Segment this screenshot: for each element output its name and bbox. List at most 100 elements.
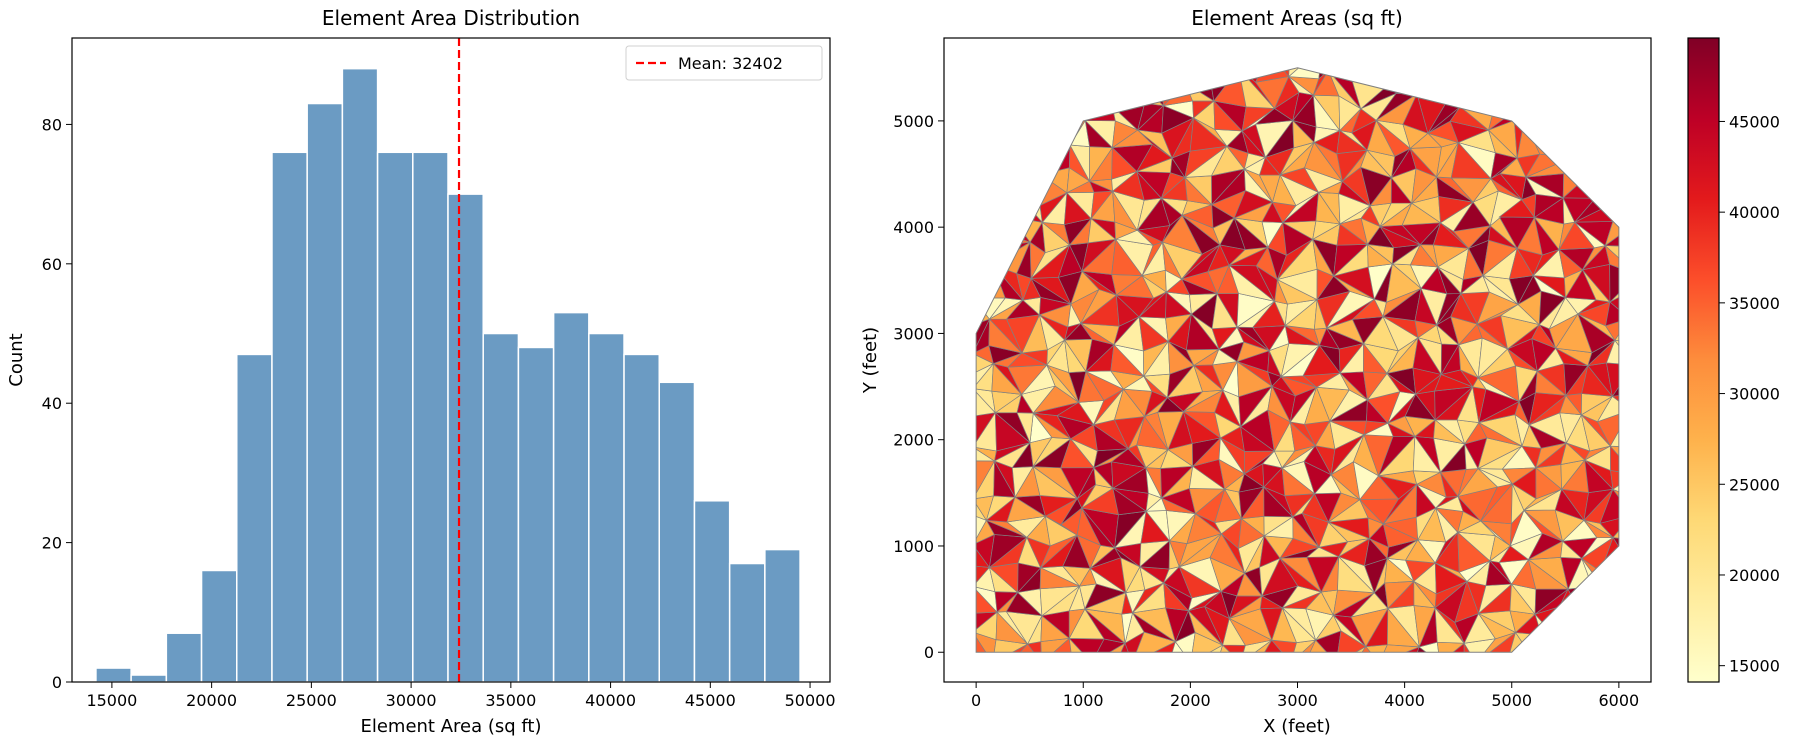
mesh-element xyxy=(1371,67,1398,83)
mesh-element xyxy=(1038,27,1071,53)
mesh-element xyxy=(1288,67,1324,78)
mesh-element xyxy=(1556,67,1588,83)
mesh-element xyxy=(1577,641,1618,653)
mesh-element xyxy=(1623,104,1663,118)
mesh-element xyxy=(1610,67,1619,86)
mesh-element xyxy=(1328,67,1373,71)
y-tick-label: 40 xyxy=(42,394,62,413)
y-tick-label: 0 xyxy=(52,673,62,692)
mesh-element xyxy=(1322,67,1348,72)
mesh-element xyxy=(1391,67,1413,82)
mesh-element xyxy=(1530,81,1566,93)
mesh-element xyxy=(1026,27,1053,53)
mesh-element xyxy=(1567,586,1593,622)
mesh-element xyxy=(1610,67,1619,86)
mesh-element xyxy=(1626,558,1663,596)
histogram-y-label: Count xyxy=(6,333,27,386)
mesh-element xyxy=(976,169,988,194)
mesh-element xyxy=(1091,78,1114,108)
mesh-element xyxy=(1634,363,1663,387)
mesh-element xyxy=(976,263,1006,299)
x-tick-label: 3000 xyxy=(1277,691,1318,710)
mesh-element xyxy=(1514,632,1542,653)
mesh-element xyxy=(1038,27,1071,50)
y-tick-label: 1000 xyxy=(893,537,934,556)
mesh-element xyxy=(1605,301,1619,327)
mesh-element xyxy=(1269,27,1283,52)
y-tick-label: 60 xyxy=(42,255,62,274)
mesh-element xyxy=(1490,27,1518,46)
mesh-element xyxy=(1597,165,1619,202)
mesh-element xyxy=(1037,67,1072,84)
mesh-element xyxy=(986,156,1015,171)
mesh-element xyxy=(1351,67,1393,83)
mesh-element xyxy=(976,216,991,251)
mesh-element xyxy=(965,27,986,56)
mesh-element xyxy=(1597,150,1619,175)
mesh-element xyxy=(1024,174,1042,206)
mesh-element xyxy=(976,191,991,229)
mesh-element xyxy=(1583,585,1611,622)
mesh-element xyxy=(1014,116,1035,158)
mesh-element xyxy=(1518,80,1549,109)
mesh-element xyxy=(1630,72,1662,104)
mesh-element xyxy=(1029,79,1051,101)
mesh-element xyxy=(976,248,994,268)
mesh-element xyxy=(1604,221,1619,247)
mesh-element xyxy=(1585,27,1611,47)
mesh-element xyxy=(1310,27,1328,47)
histogram-bar xyxy=(165,632,203,683)
mesh-title: Element Areas (sq ft) xyxy=(1191,6,1403,30)
mesh-element xyxy=(1038,67,1073,81)
mesh-element xyxy=(1555,606,1586,639)
mesh-element xyxy=(1582,127,1610,152)
mesh-element xyxy=(1033,100,1071,127)
mesh-x-ticks: 0 1000 2000 3000 4000 5000 6000 xyxy=(971,682,1639,710)
colorbar-tick-label: 30000 xyxy=(1729,385,1780,404)
mesh-element xyxy=(1406,67,1438,85)
histogram-bar xyxy=(482,332,520,683)
histogram-bar xyxy=(95,667,132,683)
legend-mean-label: Mean: 32402 xyxy=(678,54,783,73)
histogram-bar xyxy=(658,381,696,683)
mesh-element xyxy=(1633,365,1663,393)
mesh-element xyxy=(1029,93,1051,128)
histogram-x-label: Element Area (sq ft) xyxy=(360,716,541,737)
mesh-element xyxy=(1615,614,1619,643)
y-tick-label: 5000 xyxy=(893,112,934,131)
mesh-element xyxy=(976,226,1001,250)
colorbar-tick-label: 40000 xyxy=(1729,203,1780,222)
colorbar: 15000 20000 25000 30000 35000 40000 45000 xyxy=(1687,37,1780,683)
mesh-element xyxy=(1599,488,1619,524)
mesh-element xyxy=(976,169,998,197)
mesh-element xyxy=(1630,275,1663,303)
mesh-element xyxy=(1638,631,1663,663)
mesh-element xyxy=(1586,67,1612,74)
mesh-element xyxy=(1437,67,1475,85)
mesh-element xyxy=(1114,67,1132,79)
mesh-element xyxy=(1283,27,1323,47)
x-tick-label: 40000 xyxy=(585,691,636,710)
mesh-element xyxy=(1632,491,1662,515)
mesh-element xyxy=(1629,27,1663,60)
mesh-element xyxy=(1008,67,1040,81)
mesh-element xyxy=(1237,67,1270,70)
x-tick-label: 30000 xyxy=(386,691,437,710)
mesh-element xyxy=(993,117,1021,159)
mesh-element xyxy=(1629,315,1662,339)
mesh-element xyxy=(1586,173,1619,202)
mesh-element xyxy=(1634,596,1663,617)
mesh-element xyxy=(1576,637,1618,653)
mesh-element xyxy=(1629,303,1662,319)
mesh-element xyxy=(1606,614,1619,643)
mesh-element xyxy=(982,67,1026,78)
mesh-element xyxy=(986,169,1026,204)
mesh-element xyxy=(1237,27,1270,52)
mesh-element xyxy=(1474,73,1520,109)
mesh-element xyxy=(1066,67,1093,84)
mesh-element xyxy=(1066,78,1093,103)
mesh-element xyxy=(1411,27,1431,56)
mesh-element xyxy=(1143,27,1173,60)
mesh-element xyxy=(1518,102,1549,121)
histogram-bar xyxy=(693,500,731,683)
